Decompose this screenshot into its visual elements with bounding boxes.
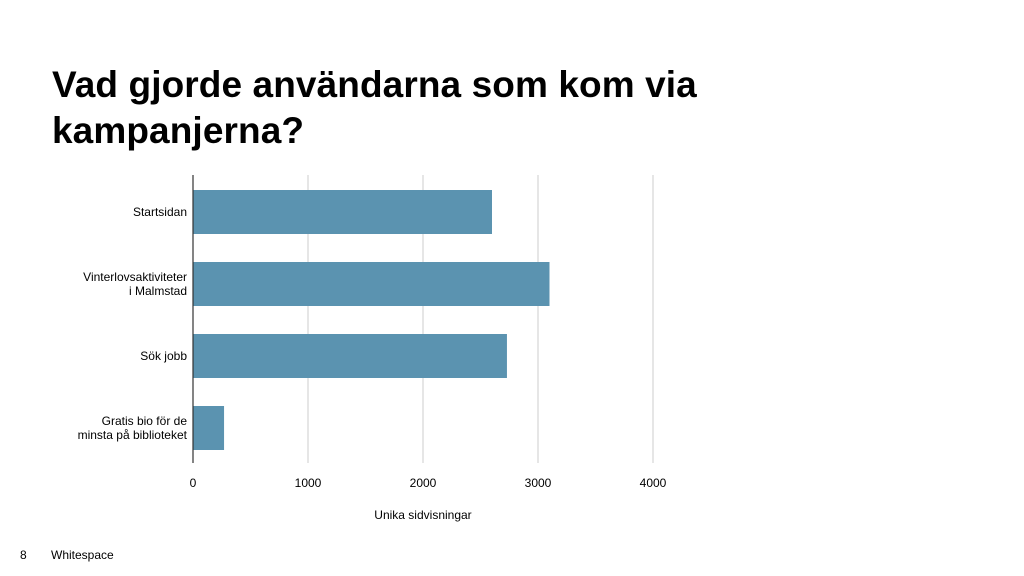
category-label: Vinterlovsaktiviteter i Malmstad [83, 270, 187, 298]
page-number: 8 [20, 548, 27, 562]
bar [193, 406, 225, 450]
x-tick-label: 1000 [295, 476, 322, 490]
bars [193, 190, 550, 450]
x-tick-label: 0 [190, 476, 197, 490]
slide-title: Vad gjorde användarna som kom via kampan… [52, 64, 697, 151]
bar [193, 190, 492, 234]
x-tick-label: 3000 [525, 476, 552, 490]
category-labels: Startsidan Vinterlovsaktiviteter i Malmsta… [78, 205, 188, 442]
x-tick-labels: 0 1000 2000 3000 4000 [190, 476, 667, 490]
x-tick-label: 4000 [640, 476, 667, 490]
bar [193, 334, 507, 378]
bar [193, 262, 550, 306]
footer-brand: Whitespace [51, 548, 114, 562]
x-axis-title: Unika sidvisningar [374, 508, 471, 522]
x-tick-label: 2000 [410, 476, 437, 490]
category-label: Sök jobb [140, 349, 187, 363]
category-label: Gratis bio för de minsta på biblioteket [78, 414, 188, 442]
category-label: Startsidan [133, 205, 187, 219]
